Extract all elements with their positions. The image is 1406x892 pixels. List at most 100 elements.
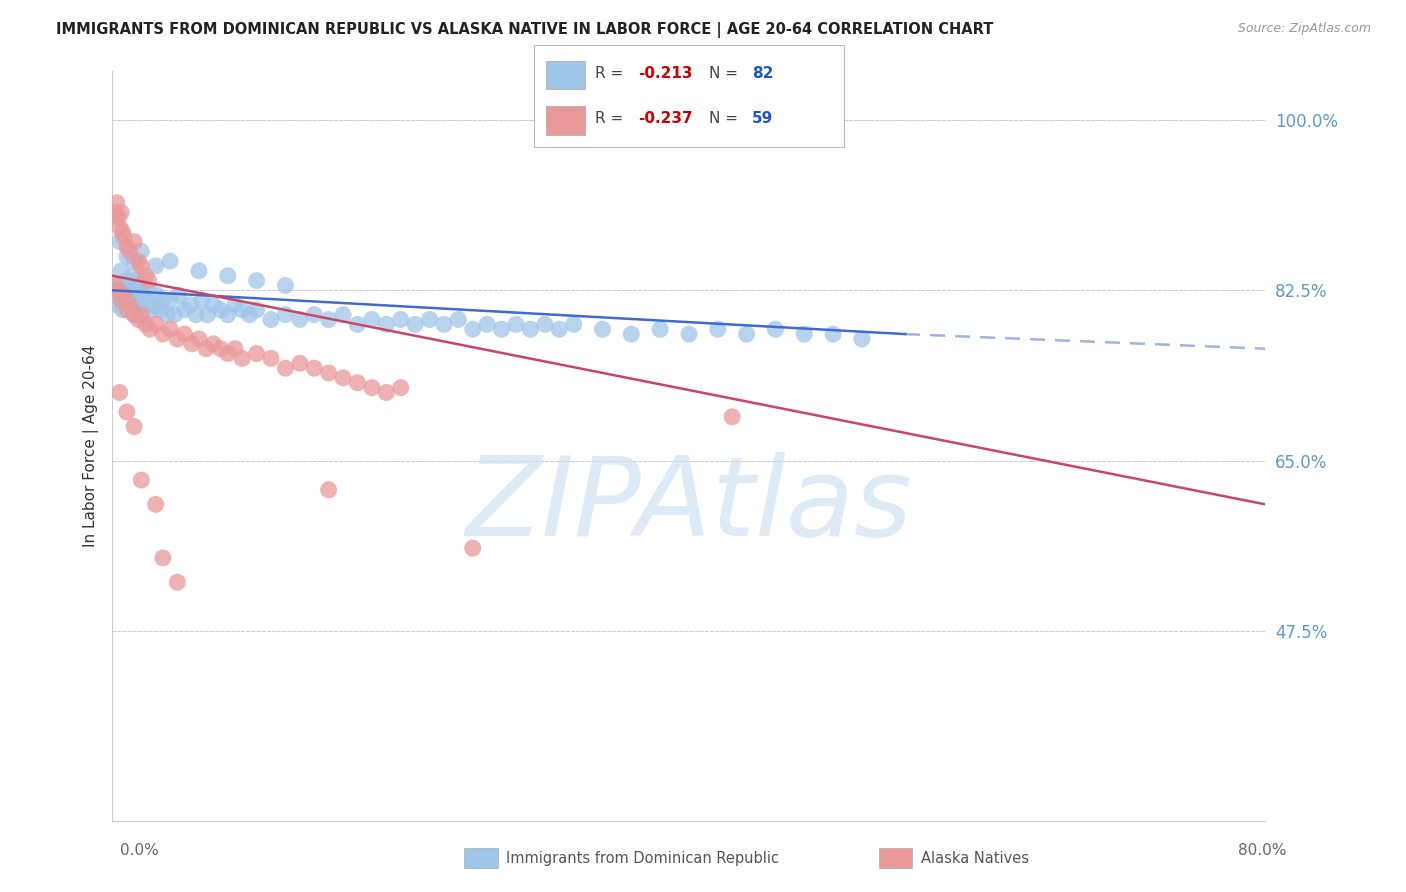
Point xyxy=(115,302,138,317)
Point xyxy=(129,259,153,273)
Point xyxy=(389,381,412,395)
Point xyxy=(238,308,260,322)
Point xyxy=(149,302,172,317)
Point xyxy=(477,318,499,332)
Point xyxy=(274,361,297,376)
Point xyxy=(361,312,384,326)
Point xyxy=(179,298,201,312)
Point xyxy=(461,541,484,556)
Point xyxy=(107,211,129,225)
Point xyxy=(332,308,354,322)
Point xyxy=(361,381,384,395)
Point xyxy=(188,332,211,346)
Text: 82: 82 xyxy=(752,66,773,81)
Point xyxy=(166,575,188,590)
Point xyxy=(105,195,128,210)
Point xyxy=(433,318,456,332)
Point xyxy=(159,254,181,268)
Point xyxy=(246,302,269,317)
Point xyxy=(141,302,163,317)
Point xyxy=(562,318,585,332)
Point xyxy=(110,205,132,219)
Text: 0.0%: 0.0% xyxy=(120,843,159,858)
Point xyxy=(246,346,269,360)
Point xyxy=(145,259,167,273)
Point xyxy=(231,302,253,317)
Point xyxy=(111,225,134,239)
Point xyxy=(765,322,787,336)
Point xyxy=(217,346,239,360)
Point xyxy=(108,220,131,235)
Point xyxy=(127,312,149,326)
Point xyxy=(111,302,134,317)
Point xyxy=(404,318,426,332)
Point xyxy=(115,405,138,419)
Point xyxy=(135,268,157,283)
Point xyxy=(112,229,135,244)
Point xyxy=(110,293,132,307)
Point xyxy=(124,293,146,307)
Point xyxy=(145,318,167,332)
Point xyxy=(650,322,672,336)
Point xyxy=(152,327,174,342)
Point xyxy=(107,278,129,293)
Point xyxy=(115,274,138,288)
Point xyxy=(505,318,527,332)
Point xyxy=(180,336,202,351)
Point xyxy=(108,283,131,297)
Point xyxy=(375,385,398,400)
Point xyxy=(104,283,127,297)
Point xyxy=(122,308,145,322)
Text: -0.237: -0.237 xyxy=(638,111,693,126)
Point xyxy=(120,283,142,297)
Point xyxy=(224,298,246,312)
Point xyxy=(519,322,541,336)
Point xyxy=(139,322,162,336)
Point xyxy=(122,235,145,249)
Point xyxy=(166,332,188,346)
Point xyxy=(678,327,700,342)
Point xyxy=(209,342,232,356)
Point xyxy=(346,318,368,332)
Point xyxy=(118,288,141,302)
Text: R =: R = xyxy=(595,111,628,126)
Point xyxy=(620,327,643,342)
Point xyxy=(129,308,153,322)
Point xyxy=(209,302,232,317)
Point xyxy=(184,308,207,322)
Point xyxy=(135,298,157,312)
Point xyxy=(108,385,131,400)
Point xyxy=(548,322,571,336)
Text: IMMIGRANTS FROM DOMINICAN REPUBLIC VS ALASKA NATIVE IN LABOR FORCE | AGE 20-64 C: IMMIGRANTS FROM DOMINICAN REPUBLIC VS AL… xyxy=(56,22,994,38)
Point xyxy=(118,244,141,259)
Point xyxy=(173,327,195,342)
Point xyxy=(202,298,225,312)
Point xyxy=(260,351,283,366)
Point xyxy=(114,278,136,293)
Point xyxy=(156,308,179,322)
Point xyxy=(375,318,398,332)
Point xyxy=(127,278,149,293)
Point xyxy=(122,308,145,322)
Point xyxy=(163,308,186,322)
Point xyxy=(224,342,246,356)
Point xyxy=(129,473,153,487)
Point xyxy=(447,312,470,326)
Point xyxy=(332,371,354,385)
Point xyxy=(138,274,160,288)
Text: -0.213: -0.213 xyxy=(638,66,693,81)
Point xyxy=(260,312,283,326)
Point xyxy=(115,249,138,263)
Point xyxy=(104,205,127,219)
Point xyxy=(793,327,815,342)
Point xyxy=(128,293,150,307)
Point xyxy=(821,327,844,342)
Point xyxy=(202,336,225,351)
Point xyxy=(461,322,484,336)
Point xyxy=(105,298,128,312)
Point xyxy=(112,288,135,302)
Point xyxy=(195,342,218,356)
Point xyxy=(129,288,153,302)
Point xyxy=(288,356,311,370)
Point xyxy=(304,308,326,322)
